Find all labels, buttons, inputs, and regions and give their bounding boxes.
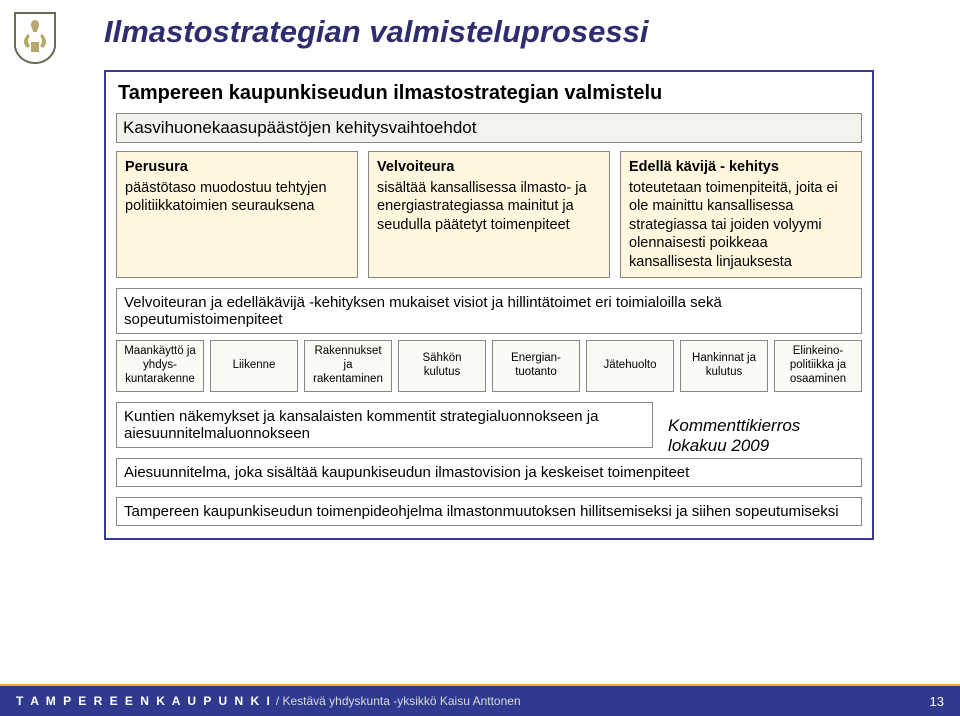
visions-box: Velvoiteuran ja edelläkävijä -kehityksen… <box>116 288 862 334</box>
kunnat-row: Kuntien näkemykset ja kansalaisten komme… <box>116 402 862 448</box>
toimenpideohjelma-box: Tampereen kaupunkiseudun toimenpideohjel… <box>116 497 862 526</box>
domain-box: Energian­tuotanto <box>492 340 580 391</box>
footer-brand-text: T A M P E R E E N K A U P U N K I <box>16 694 272 708</box>
track-body: sisältää kansallisessa ilmasto- ja energ… <box>377 180 587 233</box>
crest-logo <box>14 12 56 64</box>
page-number: 13 <box>914 694 960 709</box>
page-title: Ilmastostrategian valmisteluprosessi <box>104 14 648 50</box>
track-body: toteutetaan toimenpiteitä, joita ei ole … <box>629 180 838 270</box>
track-title: Perusura <box>125 158 349 177</box>
footer-brand: T A M P E R E E N K A U P U N K I / Kestä… <box>0 694 521 708</box>
domain-box: Rakennukset ja rakentaminen <box>304 340 392 391</box>
aiesuunnitelma-box: Aiesuunnitelma, joka sisältää kaupunkise… <box>116 458 862 487</box>
subtitle: Tampereen kaupunkiseudun ilmastostrategi… <box>116 80 862 113</box>
domain-box: Hankinnat ja kulutus <box>680 340 768 391</box>
content-frame: Tampereen kaupunkiseudun ilmastostrategi… <box>104 70 874 540</box>
domain-box: Maankäyttö ja yhdys­kuntarakenne <box>116 340 204 391</box>
track-perusura: Perusura päästötaso muodostuu tehtyjen p… <box>116 151 358 278</box>
track-edellakavija: Edellä kävijä - kehitys toteutetaan toim… <box>620 151 862 278</box>
kunnat-box: Kuntien näkemykset ja kansalaisten komme… <box>116 402 653 448</box>
domain-box: Elinkeino­politiikka ja osaaminen <box>774 340 862 391</box>
track-title: Velvoiteura <box>377 158 601 177</box>
track-body: päästötaso muodostuu tehtyjen politiikka… <box>125 180 327 215</box>
section-heading: Kasvihuonekaasupäästöjen kehitysvaihtoeh… <box>116 113 862 143</box>
kommentti-label: Kommenttikierros lokakuu 2009 <box>668 416 862 457</box>
slide: Ilmastostrategian valmisteluprosessi Tam… <box>0 0 960 716</box>
track-velvoiteura: Velvoiteura sisältää kansallisessa ilmas… <box>368 151 610 278</box>
footer-bar: T A M P E R E E N K A U P U N K I / Kestä… <box>0 686 960 716</box>
domain-box: Jätehuolto <box>586 340 674 391</box>
tracks-row: Perusura päästötaso muodostuu tehtyjen p… <box>116 151 862 278</box>
domains-row: Maankäyttö ja yhdys­kuntarakenne Liikenn… <box>116 340 862 391</box>
track-title: Edellä kävijä - kehitys <box>629 158 853 177</box>
domain-box: Sähkön kulutus <box>398 340 486 391</box>
footer-unit: / Kestävä yhdyskunta -yksikkö Kaisu Antt… <box>276 694 521 708</box>
domain-box: Liikenne <box>210 340 298 391</box>
